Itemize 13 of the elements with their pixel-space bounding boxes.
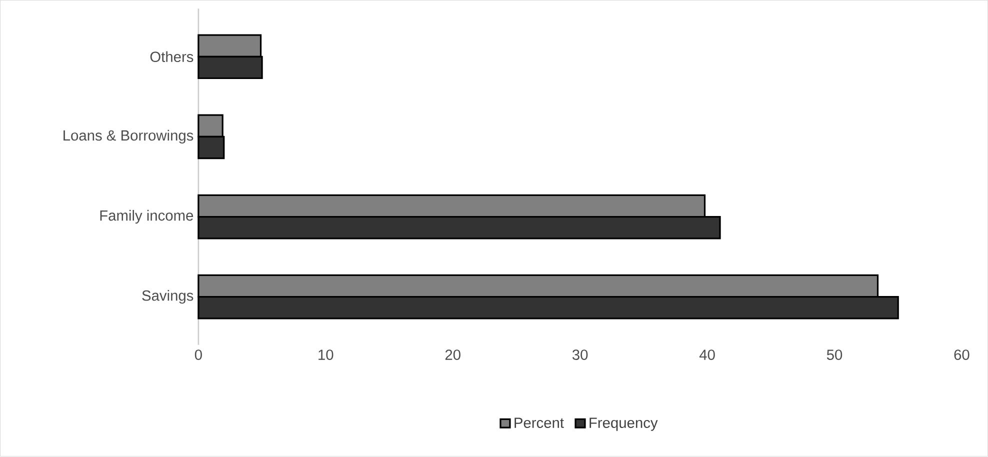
x-tick-label: 50 [826,350,842,360]
y-tick-label: Family income [100,210,194,224]
y-tick-label: Loans & Borrowings [64,130,194,144]
y-tick-label: Savings [142,290,194,304]
x-tick-label: 40 [699,350,715,360]
x-tick-label: 60 [954,350,970,360]
legend-label: Percent [514,418,564,428]
x-tick-label: 20 [445,350,460,360]
x-tick-label: 10 [318,350,334,360]
y-tick-label: Others [150,51,194,62]
legend-label: Frequency [590,418,658,432]
x-tick-label: 0 [194,350,202,360]
x-tick-label: 30 [572,350,588,360]
